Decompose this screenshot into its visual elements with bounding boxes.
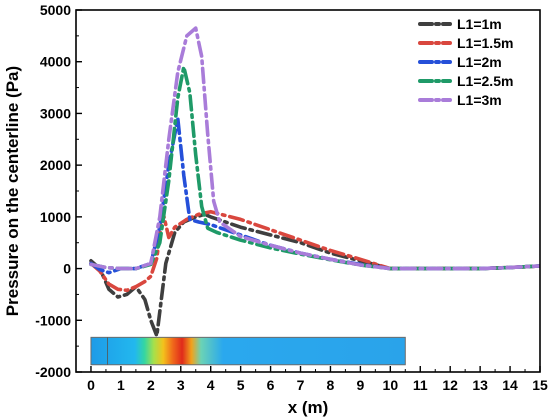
y-tick-label--1000: -1000 <box>35 312 71 328</box>
x-tick-label-15: 15 <box>532 377 548 393</box>
plot-area <box>76 10 540 372</box>
y-tick-label-4000: 4000 <box>40 54 71 70</box>
legend-entry-2: L1=1.5m <box>418 35 513 51</box>
y-tick-label-5000: 5000 <box>40 2 71 18</box>
x-tick-label-8: 8 <box>327 377 335 393</box>
legend-label-5: L1=3m <box>457 92 502 108</box>
x-tick-label-11: 11 <box>413 377 428 393</box>
contour-strip <box>90 336 406 366</box>
y-axis-label: Pressure on the centerline (Pa) <box>3 66 22 316</box>
x-tick-label-7: 7 <box>297 377 305 393</box>
x-tick-label-5: 5 <box>237 377 245 393</box>
x-tick-label-0: 0 <box>87 377 95 393</box>
x-tick-label-12: 12 <box>442 377 458 393</box>
legend-entry-3: L1=2m <box>418 54 502 70</box>
legend-label-4: L1=2.5m <box>457 73 513 89</box>
x-tick-label-3: 3 <box>177 377 185 393</box>
x-tick-label-13: 13 <box>472 377 488 393</box>
series-line-5 <box>89 26 540 271</box>
legend-entry-5: L1=3m <box>418 92 502 108</box>
x-tick-label-14: 14 <box>502 377 518 393</box>
series-layer <box>89 26 540 338</box>
x-tick-label-2: 2 <box>147 377 155 393</box>
y-tick-label-1000: 1000 <box>40 209 71 225</box>
y-tick-label-3000: 3000 <box>40 105 71 121</box>
legend-entry-1: L1=1m <box>418 16 502 32</box>
x-tick-label-9: 9 <box>356 377 364 393</box>
legend-label-1: L1=1m <box>457 16 502 32</box>
x-axis-label: x (m) <box>288 398 329 417</box>
y-tick-label--2000: -2000 <box>35 364 71 380</box>
axis-ticks: 0 1 2 3 4 5 6 7 8 9 10 11 12 13 14 15-2000-100001000200… <box>35 2 548 393</box>
x-tick-label-1: 1 <box>117 377 125 393</box>
y-tick-label-0: 0 <box>63 261 71 277</box>
x-tick-label-10: 10 <box>383 377 399 393</box>
legend-entry-4: L1=2.5m <box>418 73 513 89</box>
legend-label-3: L1=2m <box>457 54 502 70</box>
pressure-contour-inset <box>90 336 406 366</box>
x-tick-label-6: 6 <box>267 377 275 393</box>
legend: L1=1m L1=1.5m L1=2m L1=2.5m L1=3m <box>418 16 513 108</box>
x-tick-label-4: 4 <box>207 377 215 393</box>
legend-label-2: L1=1.5m <box>457 35 513 51</box>
y-tick-label-2000: 2000 <box>40 157 71 173</box>
